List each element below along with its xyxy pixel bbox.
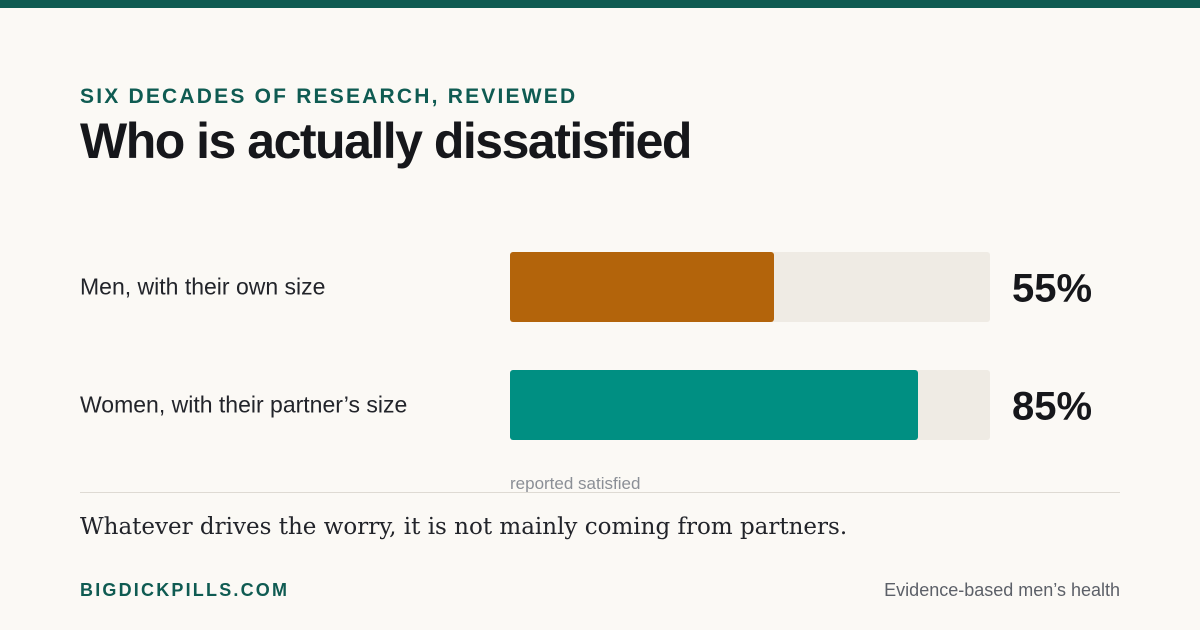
eyebrow-label: SIX DECADES OF RESEARCH, REVIEWED <box>80 85 578 108</box>
bar <box>510 252 774 322</box>
takeaway-text: Whatever drives the worry, it is not mai… <box>80 514 848 540</box>
bar-track <box>510 370 990 440</box>
bar-value-label: 55% <box>1012 266 1093 311</box>
chart-title: Who is actually dissatisfied <box>80 113 692 169</box>
bar-track <box>510 252 990 322</box>
tagline: Evidence-based men’s health <box>884 580 1120 600</box>
bar-value-label: 85% <box>1012 384 1093 429</box>
bar <box>510 370 918 440</box>
axis-label: reported satisfied <box>510 474 641 493</box>
bar-category-label: Women, with their partner’s size <box>80 391 408 418</box>
top-accent-rule <box>0 0 1200 8</box>
bar-category-label: Men, with their own size <box>80 273 326 300</box>
divider <box>80 492 1120 493</box>
brand-link[interactable]: BIGDICKPILLS.COM <box>80 580 290 600</box>
